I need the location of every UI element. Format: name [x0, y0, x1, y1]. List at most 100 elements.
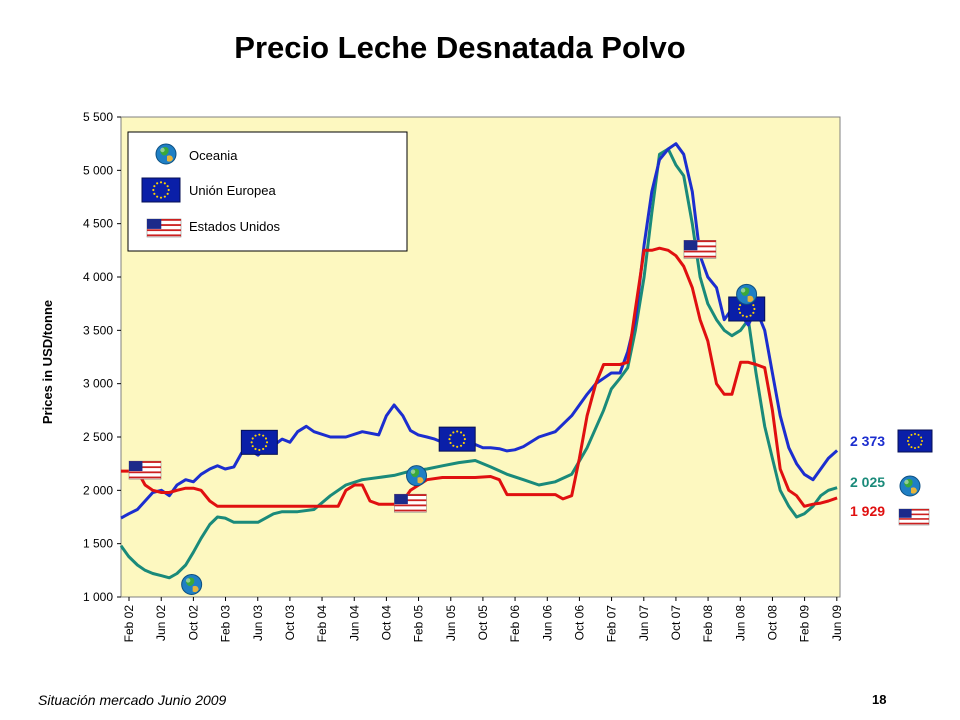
x-tick-label: Jun 02: [154, 605, 168, 641]
series-line-estados-unidos: [121, 246, 838, 508]
eu-flag-icon: [438, 426, 476, 452]
eu-flag-star: [462, 434, 465, 437]
eu-flag-star: [749, 314, 752, 317]
eu-flag-star: [152, 188, 155, 192]
x-tick-label: Feb 08: [701, 605, 715, 643]
end-globe-icon: [899, 475, 921, 497]
globe-land: [740, 287, 750, 296]
eu-flag-star: [449, 434, 452, 437]
globe-land: [192, 585, 199, 593]
y-tick-label: 1 500: [83, 537, 113, 551]
eu-flag-star: [265, 441, 269, 444]
us-flag-stripe: [147, 219, 181, 221]
eu-flag-star: [166, 185, 169, 188]
end-us-flag-icon: [898, 508, 930, 526]
eu-flag-star: [449, 441, 452, 445]
x-tick-label: Jun 03: [251, 605, 265, 641]
eu-flag-star: [159, 196, 163, 199]
globe-icon: [736, 283, 758, 305]
us-flag-stripe: [899, 509, 929, 511]
globe-shine: [160, 147, 165, 153]
us-flag-stripe: [683, 255, 716, 258]
x-tick-label: Oct 02: [186, 605, 200, 641]
us-flag-stripe: [129, 461, 161, 463]
globe-icon: [181, 573, 203, 595]
us-flag-icon: [683, 240, 717, 259]
globe-land: [410, 468, 420, 478]
us-flag-stripe: [147, 224, 181, 226]
x-tick-label: Jun 09: [830, 605, 844, 641]
eu-flag-star: [745, 315, 748, 318]
eu-flag-star: [907, 436, 910, 439]
eu-flag-star: [459, 444, 463, 447]
x-tick-label: Oct 08: [765, 605, 779, 641]
eu-flag-star: [741, 314, 744, 317]
globe-shine: [410, 469, 416, 474]
us-flag-stripe: [394, 494, 427, 496]
y-axis-label: Prices in USD/tonne: [40, 300, 55, 424]
eu-flag-star: [254, 447, 257, 451]
eu-flag-star: [159, 181, 163, 184]
us-flag-icon: [394, 493, 427, 513]
x-tick-label: Feb 09: [798, 605, 812, 643]
eu-flag-star: [914, 432, 916, 435]
us-flag-stripe: [899, 513, 929, 516]
eu-flag-star: [452, 431, 455, 434]
y-tick-label: 3 000: [83, 377, 113, 391]
legend-label: Oceania: [189, 148, 238, 163]
x-tick-label: Feb 05: [412, 605, 426, 643]
globe-shine: [740, 288, 746, 293]
end-value-label: 2 025: [850, 474, 885, 490]
eu-flag-star: [917, 433, 920, 436]
globe-land: [167, 155, 173, 162]
globe-icon: [406, 465, 428, 487]
eu-flag-star: [251, 437, 254, 440]
x-tick-label: Feb 07: [605, 605, 619, 643]
us-flag-stripe: [147, 229, 181, 232]
us-flag-stripe: [394, 499, 427, 502]
eu-flag-star: [906, 440, 909, 442]
us-flag-canton: [129, 461, 143, 472]
x-tick-label: Oct 05: [476, 605, 490, 641]
globe-land: [417, 477, 424, 484]
x-tick-label: Feb 03: [219, 605, 233, 643]
page-title: Precio Leche Desnatada Polvo: [234, 30, 686, 65]
us-flag-stripe: [899, 522, 929, 525]
x-tick-label: Feb 04: [315, 605, 329, 643]
eu-flag-star: [738, 304, 742, 307]
y-tick-label: 4 000: [83, 270, 113, 284]
eu-flag-star: [163, 182, 166, 185]
x-tick-label: Oct 07: [669, 605, 683, 641]
eu-flag-star: [264, 437, 268, 440]
footer-text: Situación mercado Junio 2009: [38, 692, 227, 708]
eu-flag-star: [163, 195, 166, 198]
eu-flag-star: [463, 438, 466, 441]
y-tick-label: 4 500: [83, 217, 113, 231]
globe-land: [904, 479, 913, 488]
x-tick-label: Oct 06: [572, 605, 586, 641]
us-flag-stripe: [129, 476, 161, 479]
us-flag-stripe: [899, 518, 929, 520]
globe-land: [185, 577, 195, 586]
eu-flag-star: [910, 433, 913, 436]
y-tick-label: 2 000: [83, 483, 113, 497]
us-flag-stripe: [683, 245, 716, 248]
eu-flag-star: [258, 448, 261, 452]
eu-flag-star: [153, 192, 156, 195]
eu-flag-star: [156, 195, 159, 198]
eu-flag-field: [897, 429, 933, 453]
legend-label: Unión Europea: [189, 183, 276, 198]
eu-flag-star: [264, 445, 268, 448]
eu-flag-star: [262, 434, 265, 437]
eu-flag-star: [448, 438, 451, 441]
legend-us-flag-icon: [146, 218, 182, 238]
eu-flag-star: [254, 434, 257, 437]
eu-flag-star: [251, 445, 254, 448]
eu-flag-star: [166, 192, 169, 195]
eu-flag-star: [156, 182, 159, 185]
eu-flag-star: [752, 311, 755, 314]
eu-flag-star: [738, 311, 742, 314]
eu-flag-star: [258, 433, 261, 436]
us-flag-stripe: [394, 504, 427, 507]
legend-globe-icon: [155, 143, 177, 165]
